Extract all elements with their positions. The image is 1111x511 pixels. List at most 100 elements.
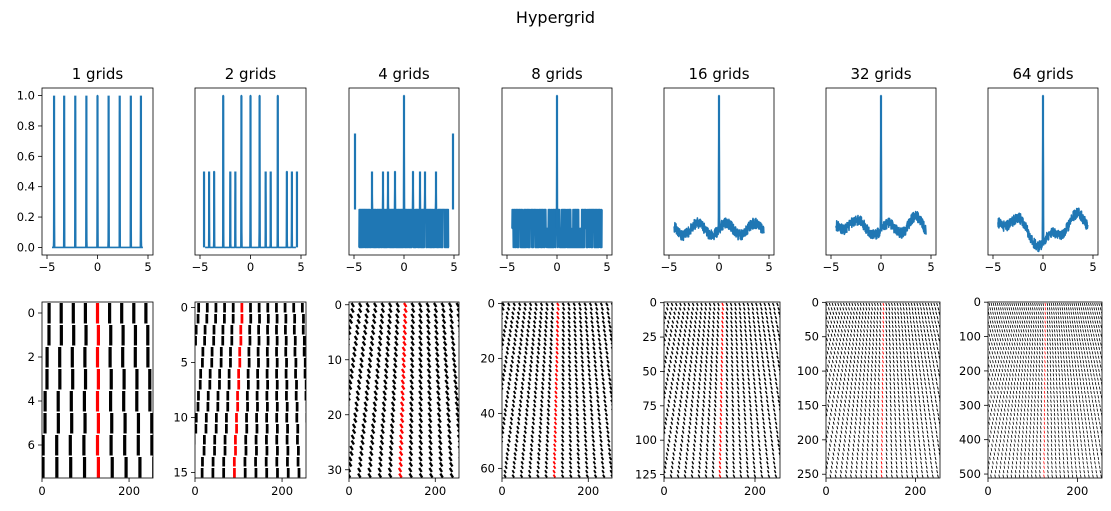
stripe bbox=[725, 417, 729, 421]
stripe bbox=[827, 320, 830, 324]
highlight-stripe bbox=[720, 395, 723, 399]
stripe bbox=[492, 397, 494, 401]
stripe bbox=[822, 391, 823, 394]
stripe bbox=[550, 320, 554, 324]
stripe bbox=[669, 359, 672, 364]
stripe bbox=[644, 360, 645, 363]
stripe bbox=[748, 386, 751, 390]
stripe bbox=[668, 434, 671, 439]
stripe bbox=[760, 395, 763, 399]
stripe bbox=[770, 470, 771, 473]
stripe bbox=[448, 450, 453, 457]
stripe bbox=[704, 377, 707, 381]
stripe bbox=[870, 474, 873, 478]
y-tick-label: 0 bbox=[181, 301, 188, 315]
stripe bbox=[796, 329, 797, 332]
stripe bbox=[370, 428, 376, 435]
y-tick-label: 1.0 bbox=[17, 89, 35, 103]
stripe bbox=[868, 351, 871, 355]
stripe bbox=[864, 346, 867, 351]
stripe bbox=[604, 416, 609, 421]
stripe bbox=[754, 333, 757, 337]
stripe bbox=[823, 431, 824, 434]
stripe bbox=[561, 324, 566, 329]
stripe bbox=[876, 320, 879, 324]
stripe bbox=[830, 408, 833, 412]
stripe bbox=[895, 443, 897, 447]
stripe bbox=[517, 391, 519, 395]
stripe bbox=[645, 356, 646, 359]
stripe bbox=[828, 395, 831, 399]
stripe bbox=[875, 329, 878, 333]
stripe bbox=[661, 329, 662, 332]
stripe bbox=[792, 382, 793, 385]
stripe bbox=[777, 461, 778, 464]
stripe bbox=[659, 466, 661, 469]
stripe bbox=[737, 395, 740, 399]
stripe bbox=[654, 413, 655, 416]
highlight-stripe bbox=[719, 381, 723, 386]
stripe bbox=[897, 399, 900, 403]
stripe bbox=[659, 457, 660, 460]
stripe bbox=[466, 325, 468, 329]
stripe bbox=[579, 328, 583, 333]
stripe bbox=[863, 324, 866, 329]
stripe bbox=[427, 423, 433, 429]
stripe bbox=[839, 474, 842, 478]
stripe bbox=[871, 434, 874, 439]
stripe bbox=[898, 404, 901, 408]
stripe bbox=[522, 311, 526, 316]
stripe bbox=[592, 456, 597, 461]
stripe bbox=[868, 307, 871, 311]
stripe bbox=[324, 430, 326, 434]
stripe bbox=[607, 452, 612, 456]
stripe bbox=[711, 465, 715, 469]
stripe bbox=[619, 351, 621, 354]
stripe bbox=[741, 373, 745, 377]
stripe bbox=[745, 461, 749, 465]
stripe bbox=[840, 413, 841, 416]
stripe bbox=[522, 315, 526, 320]
stripe bbox=[517, 412, 522, 417]
stripe bbox=[614, 475, 615, 478]
stripe bbox=[780, 435, 781, 438]
highlight-stripe bbox=[720, 368, 724, 373]
stripe bbox=[581, 390, 586, 395]
stripe bbox=[590, 315, 594, 320]
stripe bbox=[860, 408, 862, 412]
stripe bbox=[790, 347, 791, 350]
stripe bbox=[575, 416, 579, 421]
stripe bbox=[675, 302, 678, 307]
stripe bbox=[732, 465, 736, 469]
stripe bbox=[389, 434, 394, 440]
stripe bbox=[899, 434, 902, 439]
stripe bbox=[731, 403, 735, 408]
stripe bbox=[899, 430, 902, 434]
stripe bbox=[418, 373, 424, 380]
highlight-stripe bbox=[552, 469, 556, 474]
stripe bbox=[426, 357, 431, 363]
stripe bbox=[894, 316, 897, 320]
stripe bbox=[725, 390, 729, 395]
stripe bbox=[592, 346, 596, 351]
stripe bbox=[754, 337, 757, 342]
stripe bbox=[808, 378, 809, 381]
stripe bbox=[349, 445, 354, 451]
stripe bbox=[509, 452, 511, 456]
stripe bbox=[767, 412, 771, 417]
stripe bbox=[808, 417, 809, 420]
stripe bbox=[466, 457, 468, 460]
stripe bbox=[679, 399, 682, 403]
stripe bbox=[622, 470, 623, 473]
stripe bbox=[640, 422, 641, 425]
stripe bbox=[366, 368, 372, 374]
stripe bbox=[497, 369, 499, 372]
stripe bbox=[753, 465, 756, 469]
stripe bbox=[787, 461, 788, 464]
highlight-stripe bbox=[881, 421, 884, 425]
stripe bbox=[426, 318, 431, 325]
stripe bbox=[617, 448, 619, 451]
stripe bbox=[467, 331, 469, 335]
stripe bbox=[731, 386, 734, 390]
stripe bbox=[657, 417, 659, 420]
